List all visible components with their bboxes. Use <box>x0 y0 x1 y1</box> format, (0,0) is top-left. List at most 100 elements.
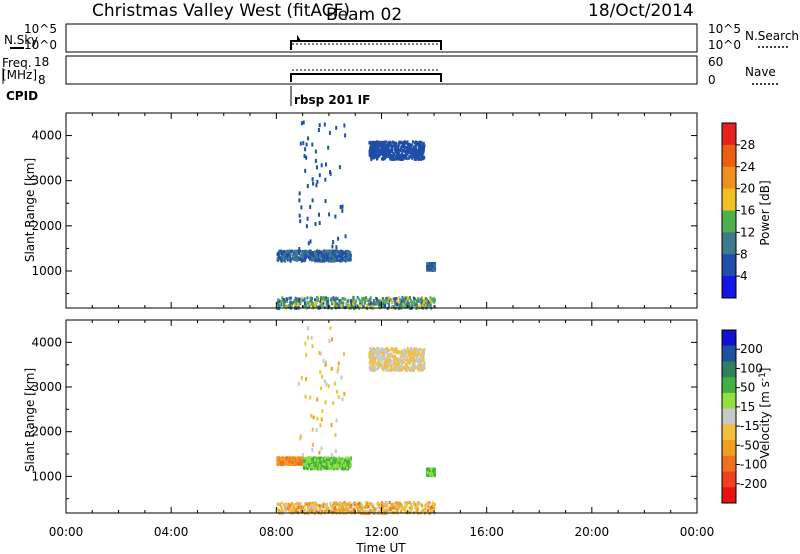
data-cell <box>403 348 406 352</box>
data-cell <box>400 158 402 161</box>
data-cell <box>417 142 420 146</box>
data-cell <box>298 198 301 203</box>
data-cell <box>339 254 342 258</box>
data-cell <box>421 353 424 357</box>
data-cell <box>358 510 361 513</box>
data-cell <box>401 145 404 148</box>
data-cell <box>288 304 291 307</box>
data-cell <box>415 305 418 309</box>
data-cell <box>334 510 336 514</box>
data-cell <box>312 466 315 470</box>
data-cell <box>422 508 425 512</box>
data-cell <box>420 503 423 507</box>
data-cell <box>387 367 390 371</box>
data-cell <box>404 505 407 509</box>
data-cell <box>397 366 400 370</box>
data-cell <box>297 381 300 386</box>
data-cell <box>299 456 302 460</box>
data-cell <box>416 502 419 506</box>
data-cell <box>326 254 329 258</box>
data-cell <box>395 504 398 508</box>
data-cell <box>287 502 290 506</box>
data-cell <box>394 349 397 353</box>
data-cell <box>287 256 290 260</box>
data-cell <box>369 296 372 300</box>
data-cell <box>344 234 347 239</box>
data-cell <box>331 458 334 462</box>
data-cell <box>304 502 307 505</box>
data-cell <box>394 155 397 159</box>
data-cell <box>408 148 411 152</box>
data-cell <box>418 151 421 155</box>
data-cell <box>330 453 333 458</box>
data-cell <box>332 253 335 257</box>
data-cell <box>368 355 371 359</box>
data-cell <box>338 501 341 505</box>
data-cell <box>290 457 293 461</box>
station-title: Christmas Valley West (fitACF) <box>92 1 350 21</box>
data-cell <box>281 300 284 304</box>
data-cell <box>345 257 348 261</box>
data-cell <box>285 297 288 301</box>
data-cell <box>341 508 344 512</box>
data-cell <box>424 301 427 304</box>
data-cell <box>375 363 378 367</box>
data-cell <box>410 358 412 362</box>
data-cell <box>310 510 313 514</box>
data-cell <box>398 504 401 508</box>
data-cell <box>335 508 338 512</box>
data-cell <box>325 300 328 304</box>
data-cell <box>413 368 415 372</box>
data-cell <box>308 506 311 510</box>
data-cell <box>280 299 283 303</box>
freq-trace <box>290 73 442 82</box>
colorbar-tick-label: 20 <box>740 182 755 196</box>
data-cell <box>302 510 305 514</box>
data-cell <box>377 300 380 304</box>
data-cell <box>318 221 321 225</box>
data-cell <box>433 300 436 304</box>
data-cell <box>398 301 401 304</box>
data-cell <box>414 352 417 356</box>
data-cell <box>372 140 374 144</box>
data-cell <box>411 140 414 144</box>
data-cell <box>390 156 393 159</box>
data-cell <box>427 469 430 473</box>
data-cell <box>406 151 409 155</box>
velocity-heatmap-data <box>276 326 436 516</box>
data-cell <box>398 296 401 300</box>
data-cell <box>375 300 378 304</box>
data-cell <box>324 199 327 204</box>
data-cell <box>320 446 323 451</box>
data-cell <box>325 462 328 466</box>
data-cell <box>298 247 301 251</box>
data-cell <box>298 191 301 196</box>
data-cell <box>420 358 423 362</box>
data-cell <box>396 361 399 365</box>
data-cell <box>311 508 314 512</box>
data-cell <box>352 302 355 306</box>
data-cell <box>400 141 403 144</box>
data-cell <box>316 462 319 466</box>
data-cell <box>326 250 329 254</box>
data-cell <box>372 369 375 372</box>
freq-label: Freq. <box>2 56 32 70</box>
data-cell <box>350 303 353 307</box>
data-cell <box>378 300 381 304</box>
data-cell <box>429 296 432 300</box>
data-cell <box>392 356 395 360</box>
data-cell <box>301 258 304 262</box>
data-cell <box>394 509 397 513</box>
data-cell <box>297 503 300 507</box>
data-cell <box>404 363 407 366</box>
data-cell <box>393 506 396 510</box>
data-cell <box>383 299 386 303</box>
colorbar-tick-label: 16 <box>740 204 755 218</box>
data-cell <box>379 141 382 145</box>
data-cell <box>342 507 345 511</box>
data-cell <box>279 249 282 253</box>
data-cell <box>287 305 290 309</box>
data-cell <box>312 181 315 186</box>
data-cell <box>330 423 333 427</box>
